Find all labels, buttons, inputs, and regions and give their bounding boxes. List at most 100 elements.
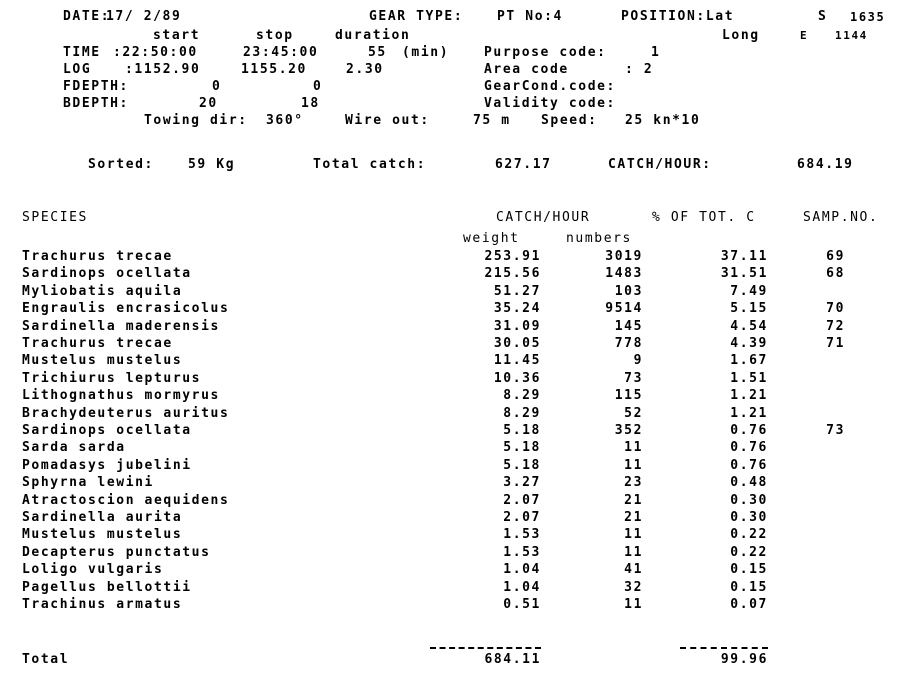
catch-numbers: 11 bbox=[624, 440, 643, 456]
catch-numbers: 23 bbox=[624, 475, 643, 491]
lat-value: 1635 bbox=[850, 10, 886, 24]
fdepth-start: 0 bbox=[212, 79, 222, 94]
long-hemisphere: E bbox=[800, 29, 809, 42]
catch-numbers: 11 bbox=[624, 457, 643, 473]
catch-weight: 1.53 bbox=[503, 544, 541, 560]
wire-out-label: Wire out: bbox=[345, 113, 430, 128]
total-catch-value: 627.17 bbox=[495, 157, 552, 172]
catch-weight: 3.27 bbox=[503, 475, 541, 491]
species-name: Brachydeuterus auritus bbox=[22, 405, 230, 421]
pct-total-header: % OF TOT. C bbox=[652, 210, 756, 225]
time-start: :22:50:00 bbox=[113, 45, 198, 60]
table-row: Mustelus mustelus 1.53 11 0.22 bbox=[0, 527, 900, 544]
pct-total: 37.11 bbox=[720, 249, 768, 264]
pct-total: 0.76 bbox=[730, 423, 768, 438]
sample-number: 70 bbox=[826, 301, 845, 317]
bdepth-label: BDEPTH: bbox=[63, 96, 129, 111]
log-stop: 1155.20 bbox=[241, 62, 307, 77]
fdepth-label: FDEPTH: bbox=[63, 79, 129, 94]
time-unit: (min) bbox=[402, 45, 450, 60]
sample-number: 72 bbox=[826, 318, 845, 334]
catch-numbers: 11 bbox=[624, 527, 643, 543]
area-code-label: Area code bbox=[484, 62, 569, 77]
table-row: Trachinus armatus 0.51 11 0.07 bbox=[0, 597, 900, 614]
pct-total: 5.15 bbox=[730, 301, 768, 317]
sample-number: 68 bbox=[826, 266, 845, 282]
catch-numbers: 73 bbox=[624, 370, 643, 386]
time-duration: 55 bbox=[368, 45, 387, 60]
catch-weight: 253.91 bbox=[484, 249, 541, 264]
pct-total: 1.67 bbox=[730, 353, 768, 369]
species-name: Sphyrna lewini bbox=[22, 475, 154, 491]
catch-hour-value: 684.19 bbox=[797, 157, 854, 172]
species-name: Atractoscion aequidens bbox=[22, 492, 230, 508]
species-name: Trachinus armatus bbox=[22, 597, 183, 612]
table-row: Sarda sarda 5.18 11 0.76 bbox=[0, 440, 900, 457]
sample-number: 69 bbox=[826, 249, 845, 264]
species-name: Myliobatis aquila bbox=[22, 283, 183, 299]
pct-total: 0.07 bbox=[730, 597, 768, 612]
total-weight: 684.11 bbox=[484, 652, 541, 667]
species-name: Sardinella maderensis bbox=[22, 318, 220, 334]
bdepth-start: 20 bbox=[199, 96, 218, 111]
fdepth-stop: 0 bbox=[313, 79, 323, 94]
catch-weight: 5.18 bbox=[503, 423, 541, 438]
pct-total: 0.76 bbox=[730, 440, 768, 456]
species-name: Pagellus bellottii bbox=[22, 579, 192, 595]
table-row: Trachurus trecae 253.91 3019 37.11 69 bbox=[0, 249, 900, 266]
catch-numbers: 9 bbox=[633, 353, 643, 369]
table-row: Pomadasys jubelini 5.18 11 0.76 bbox=[0, 458, 900, 475]
pct-total: 7.49 bbox=[730, 283, 768, 299]
catch-weight: 1.04 bbox=[503, 579, 541, 595]
bdepth-stop: 18 bbox=[301, 96, 320, 111]
table-row: Mustelus mustelus 11.45 9 1.67 bbox=[0, 353, 900, 370]
sample-number: 71 bbox=[826, 336, 845, 351]
table-row: Sardinella maderensis 31.09 145 4.54 72 bbox=[0, 319, 900, 336]
pct-total: 1.51 bbox=[730, 370, 768, 386]
catch-weight: 1.53 bbox=[503, 527, 541, 543]
catch-weight: 2.07 bbox=[503, 492, 541, 508]
towing-dir-value: 360° bbox=[266, 113, 304, 128]
log-start: :1152.90 bbox=[125, 62, 201, 77]
gear-type-value: PT No:4 bbox=[497, 9, 563, 24]
date-value: 17/ 2/89 bbox=[106, 9, 182, 24]
table-row: Myliobatis aquila 51.27 103 7.49 bbox=[0, 284, 900, 301]
catch-numbers: 352 bbox=[614, 423, 643, 438]
catch-weight: 10.36 bbox=[493, 370, 541, 386]
towing-dir-label: Towing dir: bbox=[144, 113, 248, 128]
species-name: Trachurus trecae bbox=[22, 249, 173, 264]
date-label: DATE: bbox=[63, 9, 111, 24]
table-row: Loligo vulgaris 1.04 41 0.15 bbox=[0, 562, 900, 579]
species-name: Mustelus mustelus bbox=[22, 527, 183, 543]
catch-weight: 30.05 bbox=[493, 336, 541, 351]
species-name: Mustelus mustelus bbox=[22, 353, 183, 369]
catch-numbers: 115 bbox=[614, 388, 643, 404]
table-row: Sphyrna lewini 3.27 23 0.48 bbox=[0, 475, 900, 492]
table-row: Atractoscion aequidens 2.07 21 0.30 bbox=[0, 493, 900, 510]
log-label: LOG bbox=[63, 62, 92, 77]
catch-hour-label: CATCH/HOUR: bbox=[608, 157, 712, 172]
catch-numbers: 778 bbox=[614, 336, 643, 351]
long-value: 1144 bbox=[835, 29, 868, 42]
pct-total: 0.30 bbox=[730, 492, 768, 508]
pct-total: 31.51 bbox=[720, 266, 768, 282]
catch-numbers: 32 bbox=[624, 579, 643, 595]
species-name: Sardinella aurita bbox=[22, 510, 183, 525]
catch-weight: 1.04 bbox=[503, 562, 541, 578]
catch-weight: 2.07 bbox=[503, 510, 541, 525]
catch-numbers: 9514 bbox=[605, 301, 643, 317]
table-row: Trichiurus lepturus 10.36 73 1.51 bbox=[0, 371, 900, 388]
catch-weight: 0.51 bbox=[503, 597, 541, 612]
catch-numbers: 3019 bbox=[605, 249, 643, 264]
catch-weight: 5.18 bbox=[503, 457, 541, 473]
catch-numbers: 41 bbox=[624, 562, 643, 578]
species-name: Engraulis encrasicolus bbox=[22, 301, 230, 317]
validity-code-label: Validity code: bbox=[484, 96, 616, 111]
pct-total-rule bbox=[680, 647, 768, 649]
speed-value: 25 kn*10 bbox=[625, 113, 701, 128]
weight-total-rule bbox=[430, 647, 541, 649]
numbers-header: numbers bbox=[566, 231, 632, 246]
species-name: Sarda sarda bbox=[22, 440, 126, 456]
catch-numbers: 103 bbox=[614, 283, 643, 299]
pct-total: 0.30 bbox=[730, 510, 768, 525]
